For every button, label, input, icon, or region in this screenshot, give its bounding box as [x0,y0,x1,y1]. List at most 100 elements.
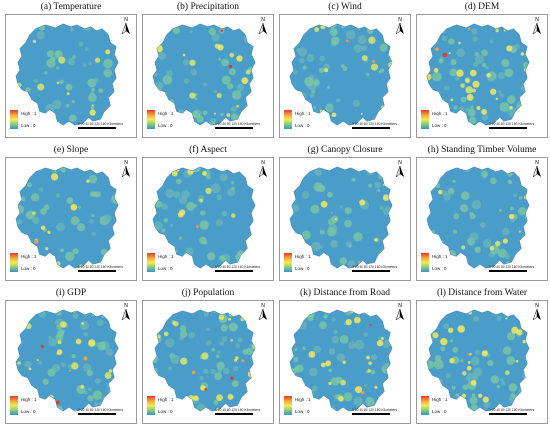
region-base [152,23,256,126]
map-panel-j: (j) Population N High : 1 Low : 0 0 20 40 80… [141,288,275,426]
region-base [15,309,119,412]
scale-segment [215,413,219,415]
scale-segment [86,127,92,129]
scale-bar: 0 20 40 80 120 160Kilometers [215,265,271,275]
north-arrow-icon: N [258,18,268,35]
legend-color-ramp [284,253,292,272]
scale-segment [511,127,519,129]
legend-low-label: Low : 0 [21,266,36,271]
scale-bar: 0 20 40 80 120 160Kilometers [78,408,134,418]
scale-unit: Kilometers [518,265,534,269]
legend-color-ramp [284,110,292,129]
legend-color-ramp [10,253,18,272]
scale-segment [497,413,503,415]
scale-bar: 0 20 40 80 120 160Kilometers [78,122,134,132]
scale-tick-labels: 0 20 40 80 120 160 [352,265,381,269]
scale-segment [229,127,237,129]
scale-segment [493,127,497,129]
north-label: N [398,303,402,309]
scale-segment [489,270,493,272]
scale-unit: Kilometers [244,265,260,269]
scale-bar: 0 20 40 80 120 160Kilometers [352,122,408,132]
scale-segment [82,127,86,129]
scale-bar: 0 20 40 80 120 160Kilometers [489,122,545,132]
map-frame: N High : 1 Low : 0 0 20 40 80 120 160Kilome… [416,300,548,424]
scale-unit: Kilometers [107,408,123,412]
scale-segment [503,127,511,129]
scale-segment [360,127,366,129]
north-label: N [124,17,128,23]
scale-segment [237,270,245,272]
scale-ticks: 0 20 40 80 120 160Kilometers [352,265,408,269]
legend-color-ramp [147,253,155,272]
scale-unit: Kilometers [107,122,123,126]
map-panel-b: (b) Precipitation N High : 1 Low : 0 0 20 40… [141,2,275,140]
scale-segment [356,413,360,415]
map-panel-f: (f) Aspect N High : 1 Low : 0 0 20 40 80 120… [141,145,275,283]
legend-high-label: High : 1 [295,111,311,116]
panel-title-k: (k) Distance from Road [300,288,390,298]
region-map [426,166,530,269]
map-legend: High : 1 Low : 0 [10,396,50,418]
scale-segment [92,127,100,129]
north-label: N [535,303,539,309]
legend-high-label: High : 1 [295,254,311,259]
panel-title-j: (j) Population [181,288,235,298]
legend-color-ramp [421,110,429,129]
scale-ticks: 0 20 40 80 120 160Kilometers [489,265,545,269]
panel-title-c: (c) Wind [328,2,362,12]
scale-unit: Kilometers [244,122,260,126]
legend-high-label: High : 1 [295,397,311,402]
map-legend: High : 1 Low : 0 [421,396,461,418]
map-frame: N High : 1 Low : 0 0 20 40 80 120 160Kilome… [416,14,548,138]
panel-title-e: (e) Slope [53,145,89,155]
scale-segment [245,127,253,129]
scale-segment [100,270,108,272]
legend-low-label: Low : 0 [158,123,173,128]
panel-title-f: (f) Aspect [189,145,227,155]
scale-segment [237,127,245,129]
map-panel-i: (i) GDP N High : 1 Low : 0 0 20 40 80 120 16… [4,288,138,426]
north-label: N [261,160,265,166]
scale-bar: 0 20 40 80 120 160Kilometers [489,408,545,418]
map-frame: N High : 1 Low : 0 0 20 40 80 120 160Kilome… [279,14,411,138]
north-arrow-icon: N [395,303,405,321]
scale-segment [497,127,503,129]
north-label: N [535,160,539,166]
north-arrow-icon: N [532,18,542,35]
north-arrow-icon: N [395,161,405,178]
scale-segment [489,127,493,129]
north-arrow-icon: N [258,160,268,178]
scale-segment [366,413,374,415]
scale-tick-labels: 0 20 40 80 120 160 [215,122,244,126]
map-frame: N High : 1 Low : 0 0 20 40 80 120 160Kilome… [142,300,274,424]
region-map [152,309,256,412]
scale-segment [382,127,390,129]
legend-high-label: High : 1 [432,111,448,116]
map-legend: High : 1 Low : 0 [147,396,187,418]
scale-tick-labels: 0 20 40 80 120 160 [215,408,244,412]
legend-low-label: Low : 0 [432,409,447,414]
legend-high-label: High : 1 [158,111,174,116]
north-arrow-icon: N [121,304,131,321]
legend-low-label: Low : 0 [432,123,447,128]
region-map [15,309,119,412]
region-map [289,23,393,126]
scale-segment [215,270,219,272]
scale-ticks: 0 20 40 80 120 160Kilometers [352,408,408,412]
map-frame: N High : 1 Low : 0 0 20 40 80 120 160Kilome… [279,157,411,281]
panel-title-h: (h) Standing Timber Volume [427,145,537,155]
map-panel-e: (e) Slope N High : 1 Low : 0 0 20 40 80 120 … [4,145,138,283]
north-arrow-icon: N [121,17,131,35]
scale-tick-labels: 0 20 40 80 120 160 [489,265,518,269]
scale-segment [489,413,493,415]
raster-pattern [152,309,256,412]
scale-ticks: 0 20 40 80 120 160Kilometers [489,122,545,126]
scale-segment [223,127,229,129]
scale-segment [78,270,82,272]
scale-segment [366,270,374,272]
scale-unit: Kilometers [244,408,260,412]
legend-color-ramp [284,396,292,415]
scale-segment [219,127,223,129]
map-legend: High : 1 Low : 0 [10,110,50,132]
